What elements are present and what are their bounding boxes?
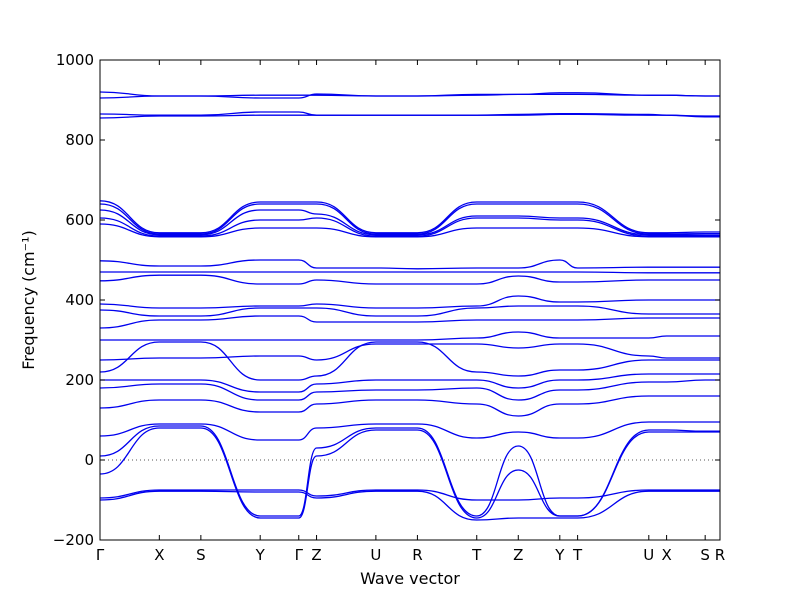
y-axis-label: Frequency (cm⁻¹) <box>19 230 38 369</box>
x-tick-label: Y <box>554 546 565 564</box>
phonon-band-line <box>99 223 720 238</box>
series-layer <box>99 91 721 521</box>
x-tick-label: R <box>412 546 422 564</box>
x-axis-label: Wave vector <box>360 569 460 588</box>
phonon-band-line <box>99 203 720 235</box>
phonon-band-line <box>99 343 720 361</box>
phonon-band-line <box>99 427 720 519</box>
y-tick-label: 1000 <box>56 51 94 69</box>
phonon-band-line <box>99 274 720 285</box>
phonon-band-line <box>99 295 720 309</box>
x-tick-label: Z <box>513 546 523 564</box>
x-tick-label: S <box>196 546 206 564</box>
x-tick-label: X <box>661 546 671 564</box>
x-tick-label: Γ <box>295 546 304 564</box>
x-tick-label: U <box>643 546 654 564</box>
phonon-band-line <box>100 271 720 274</box>
x-tick-label: T <box>572 546 583 564</box>
x-tick-label: Γ <box>96 546 105 564</box>
phonon-band-line <box>99 217 720 237</box>
phonon-band-line <box>99 421 720 441</box>
y-tick-label: 400 <box>65 291 94 309</box>
phonon-band-line <box>99 259 720 270</box>
x-tick-label: Z <box>311 546 321 564</box>
y-axis: −200 0 200 400 600 800 1000 <box>53 51 720 549</box>
phonon-band-line <box>99 200 720 234</box>
phonon-band-line <box>99 315 720 329</box>
phonon-band-line <box>99 490 720 521</box>
phonon-band-line <box>99 341 720 381</box>
phonon-band-line <box>99 373 721 393</box>
x-tick-label: S <box>700 546 710 564</box>
y-tick-label: 200 <box>65 371 94 389</box>
x-tick-label: R <box>715 546 725 564</box>
y-tick-label: −200 <box>53 531 94 549</box>
phonon-band-line <box>99 379 720 401</box>
y-tick-label: 600 <box>65 211 94 229</box>
y-tick-label: 800 <box>65 131 94 149</box>
phonon-band-line <box>99 395 720 417</box>
phonon-band-line <box>99 92 720 99</box>
phonon-band-line <box>99 425 720 517</box>
x-tick-label: U <box>370 546 381 564</box>
y-tick-label: 0 <box>84 451 94 469</box>
x-tick-label: X <box>154 546 164 564</box>
phonon-band-line <box>99 209 720 236</box>
phonon-band-line <box>99 489 720 501</box>
phonon-band-line <box>99 113 720 119</box>
phonon-band-line <box>99 305 720 317</box>
phonon-band-line <box>100 331 720 341</box>
x-tick-label: T <box>471 546 482 564</box>
x-tick-label: Y <box>255 546 266 564</box>
